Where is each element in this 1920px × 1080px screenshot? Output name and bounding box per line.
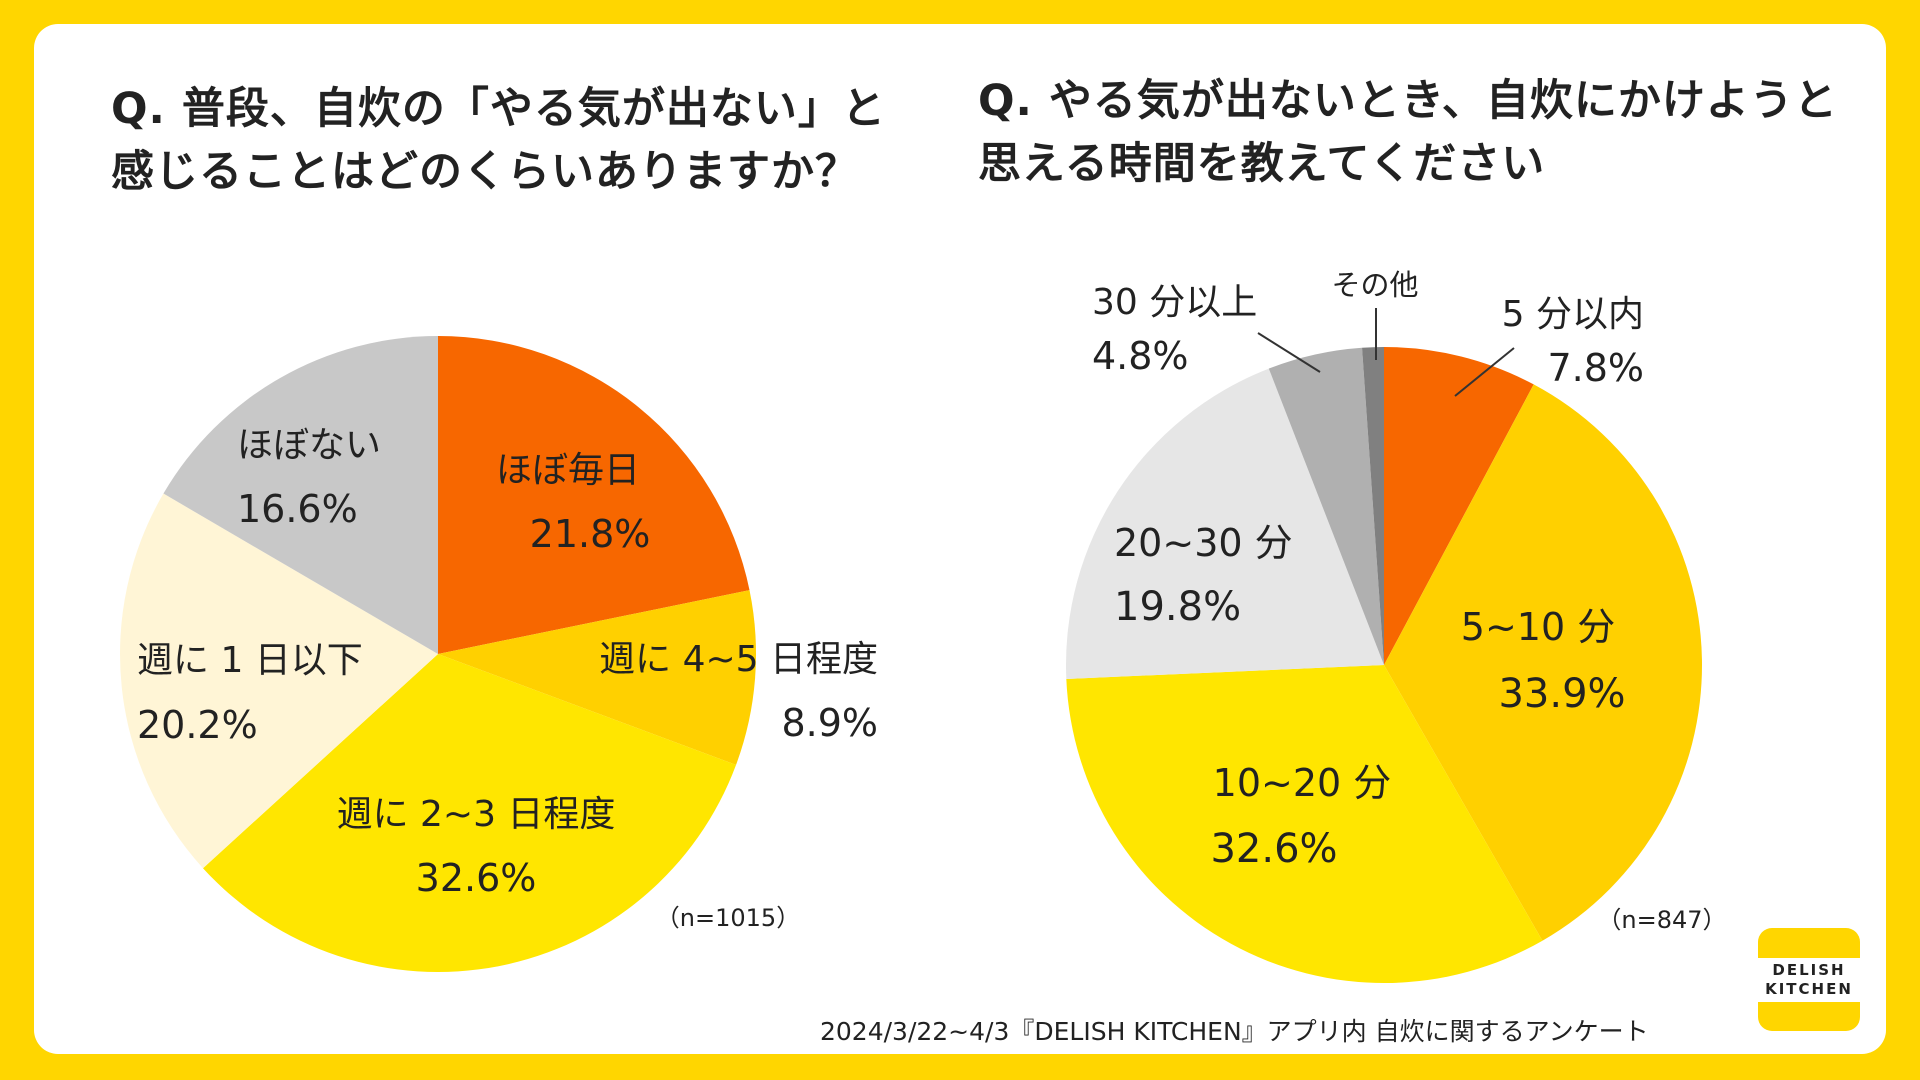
slice-value-within-5-min: 7.8% bbox=[1547, 346, 1644, 390]
slice-label-1-day-or-less: 週に 1 日以下 bbox=[137, 640, 363, 681]
slice-label-other: その他 bbox=[1331, 268, 1418, 302]
left-chart-question: Q. 普段、自炊の「やる気が出ない」と 感じることはどのくらいありますか？ bbox=[111, 84, 886, 197]
slice-label-5-10-min: 5~10 分 bbox=[1461, 605, 1615, 649]
slice-label-4-5-days: 週に 4~5 日程度 bbox=[599, 639, 878, 680]
slice-value-2-3-days: 32.6% bbox=[416, 856, 537, 900]
right-chart-question: Q. やる気が出ないとき、自炊にかけようと 思える時間を教えてください bbox=[978, 76, 1838, 189]
slice-value-10-20-min: 32.6% bbox=[1210, 826, 1337, 872]
right-sample-size: （n=847） bbox=[1597, 906, 1726, 934]
slice-almost-never bbox=[163, 336, 438, 654]
slice-label-30-min-or-more: 30 分以上 bbox=[1092, 282, 1257, 323]
leader-line-30-min-or-more bbox=[1257, 332, 1321, 373]
slice-20-30-min bbox=[1066, 368, 1384, 679]
slice-label-20-30-min: 20~30 分 bbox=[1114, 521, 1293, 565]
slice-value-almost-daily: 21.8% bbox=[530, 512, 651, 556]
slice-value-5-10-min: 33.9% bbox=[1498, 671, 1625, 717]
slice-label-within-5-min: 5 分以内 bbox=[1502, 294, 1644, 335]
slice-value-30-min-or-more: 4.8% bbox=[1092, 334, 1189, 378]
slice-label-2-3-days: 週に 2~3 日程度 bbox=[337, 794, 616, 835]
slice-value-almost-never: 16.6% bbox=[237, 487, 358, 531]
slice-1-day-or-less bbox=[120, 493, 438, 869]
slice-5-10-min bbox=[1384, 384, 1702, 941]
slice-10-20-min bbox=[1066, 665, 1543, 983]
slice-value-4-5-days: 8.9% bbox=[781, 701, 878, 745]
left-sample-size: （n=1015） bbox=[656, 904, 800, 932]
slice-30-min-or-more bbox=[1268, 347, 1384, 665]
logo-word-delish: DELISH bbox=[1772, 961, 1846, 979]
delish-kitchen-logo: DELISH KITCHEN bbox=[1758, 928, 1860, 1031]
frequency-pie-chart bbox=[120, 336, 757, 972]
slice-other bbox=[1362, 347, 1384, 665]
survey-source-note: 2024/3/22~4/3『DELISH KITCHEN』アプリ内 自炊に関する… bbox=[820, 1017, 1649, 1046]
slice-almost-daily bbox=[438, 336, 750, 654]
slice-label-almost-never: ほぼない bbox=[237, 425, 381, 466]
slice-label-10-20-min: 10~20 分 bbox=[1213, 761, 1392, 805]
slice-4-5-days bbox=[438, 590, 757, 765]
slice-value-20-30-min: 19.8% bbox=[1114, 584, 1241, 630]
logo-word-kitchen: KITCHEN bbox=[1765, 980, 1853, 998]
cooking-time-pie-chart bbox=[1066, 347, 1702, 983]
slice-value-1-day-or-less: 20.2% bbox=[137, 703, 258, 747]
leader-line-within-5-min bbox=[1454, 347, 1515, 397]
slice-within-5-min bbox=[1384, 347, 1534, 665]
slice-2-3-days bbox=[202, 654, 737, 972]
slice-label-almost-daily: ほぼ毎日 bbox=[496, 450, 640, 491]
